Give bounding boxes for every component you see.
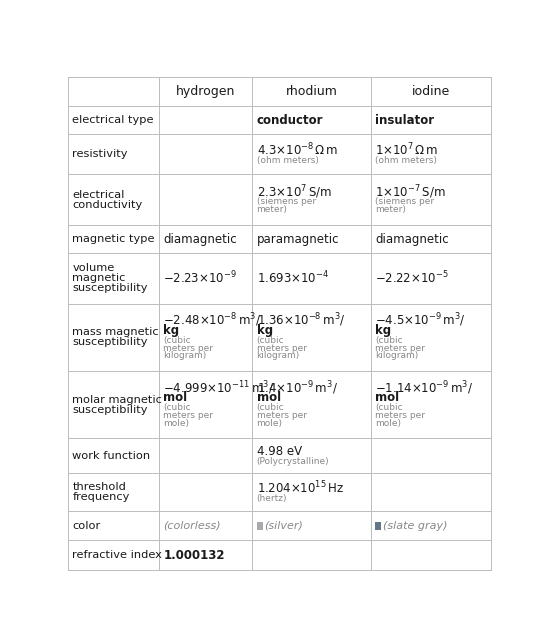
Text: (cubic: (cubic (375, 336, 402, 345)
Text: $1.204{\times}10^{15}\,\mathrm{Hz}$: $1.204{\times}10^{15}\,\mathrm{Hz}$ (257, 480, 344, 497)
Text: $1{\times}10^{-7}\,\mathrm{S/m}$: $1{\times}10^{-7}\,\mathrm{S/m}$ (375, 183, 446, 200)
Text: molar magnetic: molar magnetic (73, 395, 162, 404)
Text: meter): meter) (375, 205, 406, 214)
Text: diamagnetic: diamagnetic (163, 232, 237, 246)
Text: $1{\times}10^{7}\,\Omega\,\mathrm{m}$: $1{\times}10^{7}\,\Omega\,\mathrm{m}$ (375, 142, 438, 159)
Text: kilogram): kilogram) (375, 351, 418, 360)
Text: (hertz): (hertz) (257, 493, 287, 502)
Text: rhodium: rhodium (286, 85, 337, 98)
Text: (cubic: (cubic (163, 403, 191, 412)
Text: (colorless): (colorless) (163, 521, 221, 531)
Text: (cubic: (cubic (257, 336, 284, 345)
Text: mole): mole) (163, 419, 189, 428)
Text: (cubic: (cubic (375, 403, 402, 412)
Text: kilogram): kilogram) (257, 351, 300, 360)
Text: 1.000132: 1.000132 (163, 548, 225, 561)
Text: $-4.999{\times}10^{-11}\,\mathrm{m^3/}$: $-4.999{\times}10^{-11}\,\mathrm{m^3/}$ (163, 379, 275, 397)
Text: $-2.23{\times}10^{-9}$: $-2.23{\times}10^{-9}$ (163, 270, 238, 287)
Text: resistivity: resistivity (73, 149, 128, 159)
Text: electrical type: electrical type (73, 115, 154, 125)
Text: conductivity: conductivity (73, 200, 143, 210)
Text: $-1.14{\times}10^{-9}\,\mathrm{m^3/}$: $-1.14{\times}10^{-9}\,\mathrm{m^3/}$ (375, 379, 473, 397)
Text: meters per: meters per (257, 344, 306, 353)
Text: volume: volume (73, 264, 115, 273)
Text: magnetic type: magnetic type (73, 234, 155, 244)
Text: iodine: iodine (412, 85, 450, 98)
Text: kg: kg (375, 324, 391, 337)
Text: color: color (73, 521, 100, 531)
Text: magnetic: magnetic (73, 273, 126, 284)
Text: insulator: insulator (375, 113, 434, 127)
Text: meters per: meters per (257, 411, 306, 420)
Text: conductor: conductor (257, 113, 323, 127)
Text: refractive index: refractive index (73, 550, 162, 560)
Text: (Polycrystalline): (Polycrystalline) (257, 457, 329, 466)
Text: (slate gray): (slate gray) (383, 521, 447, 531)
Text: $-2.22{\times}10^{-5}$: $-2.22{\times}10^{-5}$ (375, 270, 449, 287)
Text: kg: kg (163, 324, 180, 337)
Text: mol: mol (375, 391, 399, 404)
Text: work function: work function (73, 451, 151, 461)
Text: (cubic: (cubic (163, 336, 191, 345)
Text: mol: mol (163, 391, 188, 404)
Text: meter): meter) (257, 205, 287, 214)
Text: paramagnetic: paramagnetic (257, 232, 339, 246)
Text: $1.36{\times}10^{-8}\,\mathrm{m^3/}$: $1.36{\times}10^{-8}\,\mathrm{m^3/}$ (257, 312, 345, 329)
Text: (silver): (silver) (264, 521, 303, 531)
Text: $1.693{\times}10^{-4}$: $1.693{\times}10^{-4}$ (257, 270, 329, 287)
Text: (ohm meters): (ohm meters) (375, 156, 437, 164)
Text: $1.4{\times}10^{-9}\,\mathrm{m^3/}$: $1.4{\times}10^{-9}\,\mathrm{m^3/}$ (257, 379, 337, 397)
Text: mol: mol (257, 391, 281, 404)
Text: (siemens per: (siemens per (375, 197, 434, 206)
Text: kilogram): kilogram) (163, 351, 207, 360)
Text: susceptibility: susceptibility (73, 404, 148, 415)
Bar (257, 522, 263, 529)
Text: meters per: meters per (375, 344, 425, 353)
Text: meters per: meters per (163, 344, 213, 353)
Text: mole): mole) (375, 419, 401, 428)
Text: susceptibility: susceptibility (73, 283, 148, 293)
Text: threshold: threshold (73, 482, 126, 492)
Text: (ohm meters): (ohm meters) (257, 156, 318, 164)
Text: kg: kg (257, 324, 272, 337)
Text: meters per: meters per (163, 411, 213, 420)
Text: 4.98 eV: 4.98 eV (257, 445, 302, 458)
Text: susceptibility: susceptibility (73, 337, 148, 347)
Text: $-2.48{\times}10^{-8}\,\mathrm{m^3/}$: $-2.48{\times}10^{-8}\,\mathrm{m^3/}$ (163, 312, 262, 329)
Text: hydrogen: hydrogen (176, 85, 235, 98)
Text: mole): mole) (257, 419, 282, 428)
Text: diamagnetic: diamagnetic (375, 232, 449, 246)
Bar (375, 522, 381, 529)
Text: $4.3{\times}10^{-8}\,\Omega\,\mathrm{m}$: $4.3{\times}10^{-8}\,\Omega\,\mathrm{m}$ (257, 142, 338, 159)
Text: $2.3{\times}10^{7}\,\mathrm{S/m}$: $2.3{\times}10^{7}\,\mathrm{S/m}$ (257, 183, 331, 200)
Text: mass magnetic: mass magnetic (73, 327, 159, 337)
Text: (cubic: (cubic (257, 403, 284, 412)
Text: (siemens per: (siemens per (257, 197, 316, 206)
Text: meters per: meters per (375, 411, 425, 420)
Text: $-4.5{\times}10^{-9}\,\mathrm{m^3/}$: $-4.5{\times}10^{-9}\,\mathrm{m^3/}$ (375, 312, 466, 329)
Text: electrical: electrical (73, 190, 125, 200)
Text: frequency: frequency (73, 492, 130, 502)
